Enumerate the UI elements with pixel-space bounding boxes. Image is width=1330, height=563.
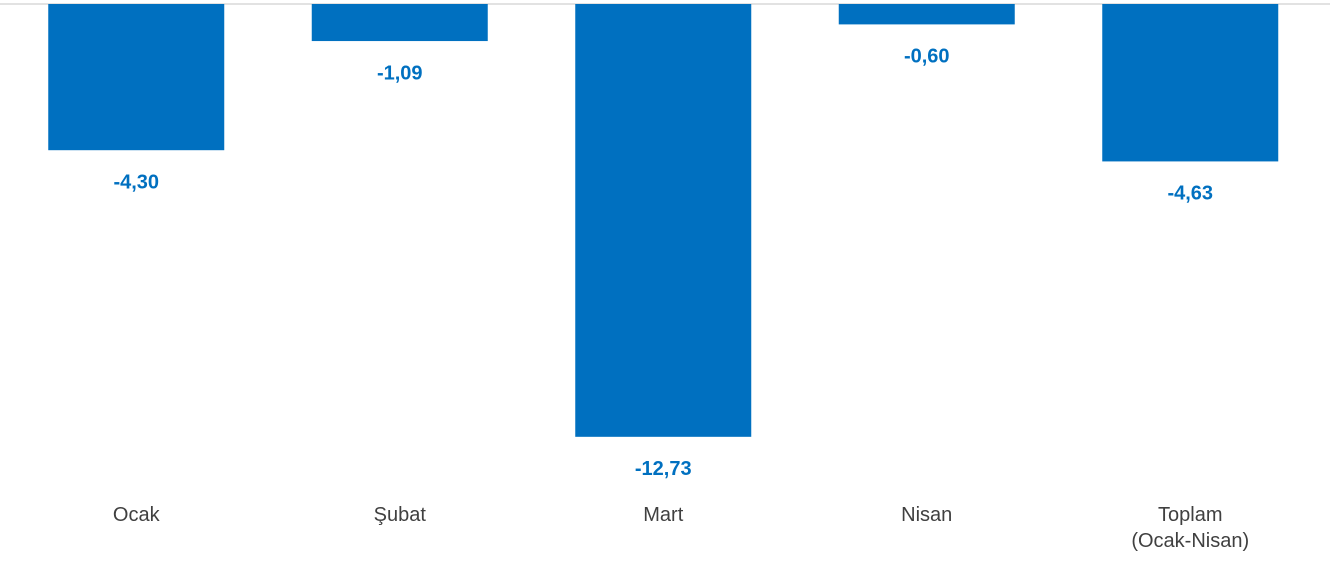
- bar: [575, 4, 752, 437]
- x-tick-label: Nisan: [901, 504, 953, 526]
- value-label: -12,73: [635, 458, 692, 480]
- value-label: -1,09: [377, 62, 423, 84]
- x-tick-label: Mart: [643, 504, 684, 526]
- value-label: -0,60: [904, 46, 950, 68]
- x-tick-label: Toplam (Ocak-Nisan): [1131, 504, 1250, 552]
- value-label: -4,63: [1167, 183, 1213, 205]
- bar: [311, 4, 488, 42]
- bar: [1102, 4, 1279, 162]
- bar: [838, 4, 1015, 25]
- value-label: -4,30: [113, 171, 159, 193]
- x-tick-label: Ocak: [112, 504, 160, 526]
- x-tick-label: Şubat: [373, 504, 426, 526]
- bar: [48, 4, 225, 151]
